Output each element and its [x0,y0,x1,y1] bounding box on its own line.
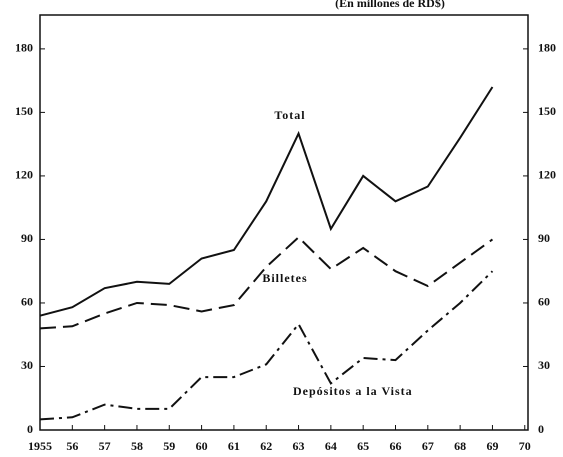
x-tick-label: 64 [325,439,337,453]
series-label: Depósitos a la Vista [293,384,413,398]
y2-tick-label: 120 [538,168,556,182]
y-tick-label: 180 [15,41,33,55]
y-tick-label: 90 [21,231,33,245]
x-tick-label: 59 [163,439,175,453]
y-tick-label: 0 [27,422,33,436]
series-line [39,235,494,330]
series-line [39,270,494,421]
y2-tick-label: 150 [538,104,556,118]
x-tick-label: 70 [519,439,531,453]
x-tick-label: 60 [196,439,208,453]
y2-tick-label: 180 [538,41,556,55]
y2-tick-label: 0 [538,422,544,436]
y-tick-label: 150 [15,104,33,118]
x-tick-label: 62 [260,439,272,453]
plot-frame [39,14,529,431]
series-label: Total [274,108,305,122]
series-line [39,86,494,317]
x-tick-label: 57 [99,439,111,453]
x-tick-label: 1955 [28,439,52,453]
y2-tick-label: 30 [538,358,550,372]
x-tick-label: 56 [66,439,78,453]
y2-tick-label: 90 [538,231,550,245]
x-tick-label: 65 [357,439,369,453]
y-tick-label: 30 [21,358,33,372]
x-tick-label: 66 [389,439,401,453]
x-tick-label: 67 [422,439,434,453]
y2-tick-label: 60 [538,295,550,309]
y-tick-label: 60 [21,295,33,309]
x-tick-label: 63 [293,439,305,453]
series-label: Billetes [262,271,307,285]
x-tick-label: 69 [486,439,498,453]
y-tick-label: 120 [15,168,33,182]
x-tick-label: 61 [228,439,240,453]
chart-title: (En millones de RD$) [335,0,445,10]
x-tick-label: 58 [131,439,143,453]
x-tick-label: 68 [454,439,466,453]
